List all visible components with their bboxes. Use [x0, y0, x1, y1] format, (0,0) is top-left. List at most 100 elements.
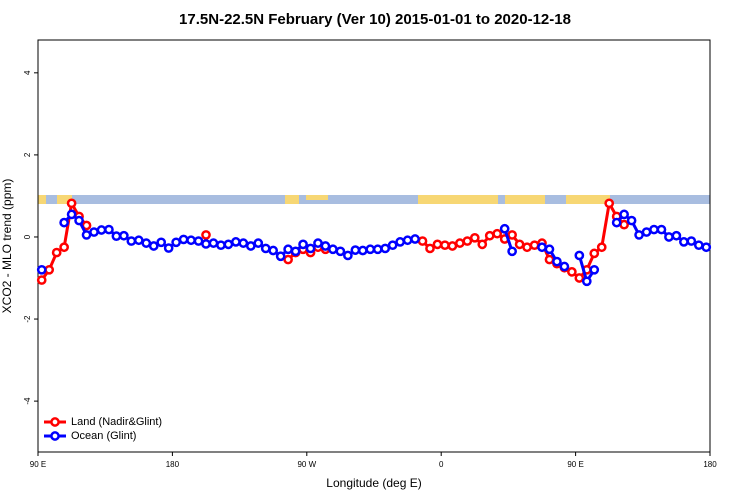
- data-point: [268, 245, 279, 256]
- data-point: [231, 237, 241, 247]
- data-point: [440, 240, 450, 251]
- data-point: [357, 245, 368, 256]
- data-point: [574, 250, 585, 261]
- data-point: [507, 230, 517, 240]
- data-point: [66, 209, 77, 220]
- data-point: [514, 239, 525, 250]
- data-point: [701, 242, 712, 253]
- land-patch: [306, 195, 328, 200]
- data-point: [484, 230, 495, 241]
- data-point: [649, 224, 659, 235]
- data-point: [111, 231, 122, 242]
- data-point: [119, 230, 129, 241]
- land-patch: [418, 195, 498, 204]
- data-point: [507, 246, 517, 257]
- y-axis-label: XCO2 - MLO trend (ppm): [0, 179, 14, 314]
- data-point: [51, 247, 62, 258]
- data-point: [133, 235, 144, 246]
- data-point: [589, 264, 600, 275]
- data-point: [544, 254, 555, 265]
- data-point: [36, 275, 47, 285]
- land-patch: [566, 195, 610, 204]
- data-point: [216, 240, 226, 251]
- x-tick-label: 90 E: [567, 460, 583, 469]
- plot-frame: [37, 39, 711, 453]
- data-point: [589, 248, 600, 259]
- data-point: [664, 232, 674, 242]
- data-point: [171, 237, 181, 248]
- data-point: [36, 264, 47, 275]
- data-point: [283, 254, 293, 265]
- data-point: [59, 217, 69, 228]
- land-ocean-strip: [38, 195, 710, 204]
- data-point: [574, 273, 585, 283]
- data-point: [686, 236, 697, 246]
- legend-marker: [50, 431, 60, 441]
- legend-label: Land (Nadir&Glint): [71, 416, 162, 428]
- land-patch: [285, 195, 299, 204]
- data-point: [626, 215, 637, 226]
- x-tick-label: 180: [166, 460, 180, 469]
- data-point: [178, 234, 189, 245]
- data-point: [201, 239, 211, 249]
- data-point: [634, 230, 644, 240]
- x-tick-label: 0: [439, 460, 444, 469]
- x-axis-label: Longitude (deg E): [326, 476, 421, 490]
- data-point: [59, 242, 69, 253]
- data-point: [679, 237, 689, 247]
- data-point: [596, 242, 607, 253]
- land-patch: [57, 195, 72, 204]
- data-point: [641, 227, 652, 237]
- chart-title: 17.5N-22.5N February (Ver 10) 2015-01-01…: [179, 11, 571, 28]
- data-point: [492, 228, 503, 239]
- data-point: [522, 242, 532, 253]
- data-point: [335, 246, 346, 257]
- data-point: [529, 240, 540, 251]
- data-point: [567, 267, 577, 277]
- y-tick-label: 4: [23, 70, 32, 75]
- data-point: [387, 240, 398, 251]
- data-point: [208, 238, 219, 248]
- data-point: [581, 276, 592, 287]
- data-point: [462, 236, 473, 246]
- data-point: [305, 243, 316, 254]
- data-point: [44, 264, 55, 275]
- data-point: [343, 250, 353, 261]
- data-point: [201, 230, 211, 240]
- data-point: [260, 243, 271, 254]
- data-point: [320, 241, 331, 251]
- data-point: [395, 237, 405, 247]
- data-point: [537, 242, 547, 253]
- data-point: [611, 217, 622, 228]
- y-tick-label: 0: [23, 234, 32, 239]
- data-point: [313, 238, 323, 248]
- legend-marker: [50, 417, 60, 427]
- y-tick-label: -4: [23, 397, 32, 405]
- data-point: [380, 243, 391, 254]
- data-point: [619, 219, 629, 230]
- data-point: [447, 241, 458, 251]
- data-point: [455, 238, 465, 248]
- data-point: [66, 198, 77, 209]
- data-point: [432, 239, 443, 250]
- data-point: [238, 238, 249, 248]
- data-point: [619, 209, 629, 220]
- data-point: [148, 241, 159, 251]
- data-point: [425, 243, 435, 254]
- data-point: [372, 244, 383, 255]
- y-tick-label: 2: [23, 152, 32, 157]
- data-point: [350, 245, 361, 255]
- land-patch: [38, 195, 46, 204]
- data-point: [275, 251, 286, 262]
- data-point: [245, 241, 256, 251]
- data-point: [499, 223, 510, 234]
- data-point: [74, 215, 84, 226]
- data-point: [604, 198, 615, 209]
- data-point: [298, 239, 308, 250]
- data-point: [193, 236, 204, 246]
- data-point: [283, 244, 293, 255]
- data-point: [544, 244, 555, 255]
- data-point: [477, 239, 488, 250]
